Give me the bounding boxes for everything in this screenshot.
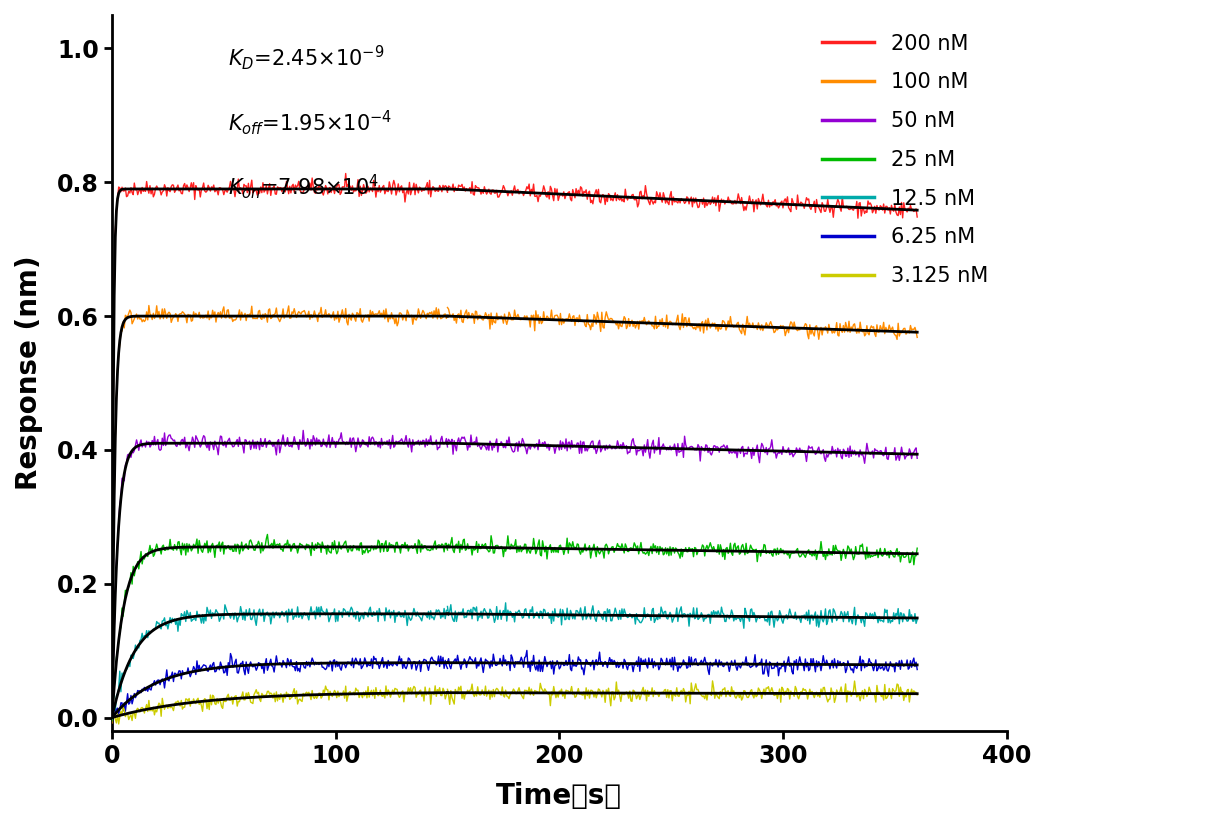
Y-axis label: Response (nm): Response (nm) [15, 256, 43, 490]
X-axis label: Time（s）: Time（s） [496, 782, 623, 810]
Text: $K_{off}$=1.95×10$^{-4}$: $K_{off}$=1.95×10$^{-4}$ [228, 108, 393, 137]
Legend: 200 nM, 100 nM, 50 nM, 25 nM, 12.5 nM, 6.25 nM, 3.125 nM: 200 nM, 100 nM, 50 nM, 25 nM, 12.5 nM, 6… [814, 26, 996, 295]
Text: $K_D$=2.45×10$^{-9}$: $K_D$=2.45×10$^{-9}$ [228, 44, 384, 73]
Text: $K_{on}$=7.98×10$^{4}$: $K_{on}$=7.98×10$^{4}$ [228, 172, 379, 201]
